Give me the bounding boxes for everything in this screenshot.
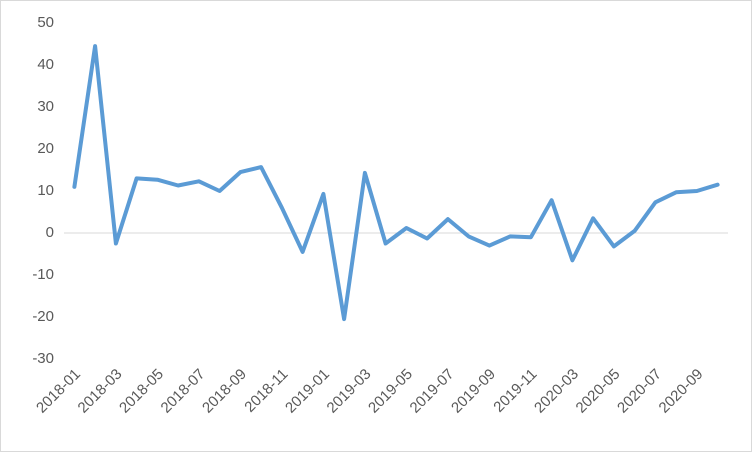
y-tick-label: 20 xyxy=(37,140,54,157)
y-tick-label: 40 xyxy=(37,56,54,73)
y-tick-label: 10 xyxy=(37,182,54,199)
data-line xyxy=(72,44,720,322)
y-tick-label: 0 xyxy=(46,224,54,241)
y-tick-label: -10 xyxy=(32,266,54,283)
y-tick-label: 50 xyxy=(37,14,54,31)
y-tick-label: 30 xyxy=(37,98,54,115)
y-tick-label: -20 xyxy=(32,308,54,325)
y-tick-label: -30 xyxy=(32,350,54,367)
